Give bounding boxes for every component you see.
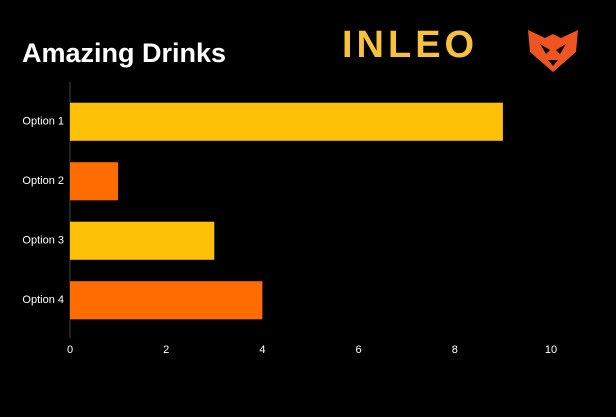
y-tick-label: Option 4 [22, 294, 64, 306]
logo-nose [548, 60, 558, 66]
bar [70, 162, 119, 201]
chart-title: Amazing Drinks [22, 38, 226, 68]
x-tick-label: 10 [545, 344, 557, 356]
logo-eye [540, 44, 550, 54]
x-tick-label: 2 [163, 344, 169, 356]
logo-eye [556, 44, 566, 54]
bar [70, 281, 263, 320]
bar [70, 221, 215, 260]
logo-text: INLEO [342, 24, 478, 66]
x-tick-label: 4 [259, 344, 265, 356]
bar [70, 102, 503, 141]
x-tick-label: 8 [452, 344, 458, 356]
x-tick-label: 6 [356, 344, 362, 356]
logo-lion [528, 30, 578, 72]
x-tick-label: 0 [67, 344, 73, 356]
y-tick-label: Option 2 [22, 175, 64, 187]
logo-icon [528, 30, 578, 72]
y-tick-label: Option 1 [22, 116, 64, 128]
y-tick-label: Option 3 [22, 235, 64, 247]
